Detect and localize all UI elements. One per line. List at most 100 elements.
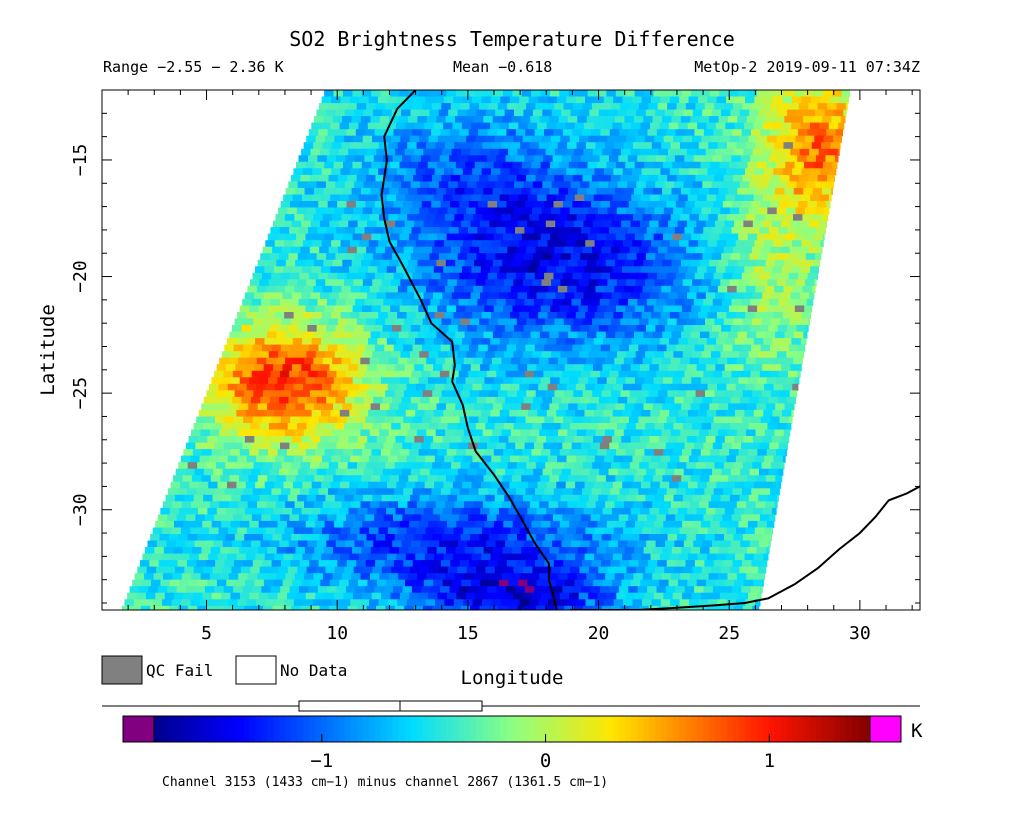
heatmap-cell bbox=[227, 455, 238, 463]
heatmap-cell bbox=[617, 253, 628, 261]
heatmap-cell bbox=[421, 370, 432, 378]
heatmap-cell bbox=[513, 494, 524, 502]
heatmap-cell bbox=[408, 331, 419, 339]
heatmap-cell bbox=[564, 507, 575, 515]
heatmap-cell bbox=[777, 396, 788, 404]
heatmap-cell bbox=[582, 390, 593, 398]
heatmap-cell bbox=[616, 592, 627, 600]
heatmap-cell bbox=[264, 481, 275, 489]
heatmap-cell bbox=[630, 364, 641, 372]
heatmap-cell bbox=[748, 279, 759, 287]
heatmap-cell bbox=[339, 266, 350, 274]
heatmap-cell bbox=[398, 501, 409, 509]
heatmap-cell bbox=[180, 455, 191, 463]
heatmap-cell bbox=[520, 573, 531, 581]
heatmap-cell bbox=[767, 207, 778, 215]
heatmap-cell bbox=[772, 338, 783, 346]
heatmap-cell bbox=[532, 135, 542, 143]
heatmap-cell bbox=[737, 331, 748, 339]
heatmap-cell bbox=[429, 181, 440, 189]
heatmap-cell bbox=[304, 475, 315, 483]
heatmap-cell bbox=[271, 272, 282, 280]
heatmap-cell bbox=[735, 96, 746, 104]
heatmap-cell bbox=[751, 103, 762, 111]
heatmap-cell bbox=[275, 599, 285, 607]
heatmap-cell bbox=[764, 527, 774, 535]
heatmap-cell bbox=[398, 331, 409, 339]
heatmap-cell bbox=[753, 579, 764, 587]
heatmap-cell bbox=[636, 468, 647, 476]
heatmap-cell bbox=[589, 109, 600, 117]
heatmap-cell bbox=[410, 396, 421, 404]
heatmap-cell bbox=[249, 377, 260, 385]
heatmap-cell bbox=[714, 174, 725, 182]
heatmap-cell bbox=[310, 364, 321, 372]
heatmap-cell bbox=[157, 514, 168, 522]
heatmap-cell bbox=[568, 403, 579, 411]
heatmap-cell bbox=[494, 351, 505, 359]
heatmap-cell bbox=[444, 285, 455, 293]
heatmap-cell bbox=[754, 312, 765, 320]
heatmap-cell bbox=[672, 377, 683, 385]
heatmap-cell bbox=[146, 566, 157, 574]
heatmap-cell bbox=[653, 161, 664, 169]
heatmap-cell bbox=[414, 194, 425, 202]
heatmap-cell bbox=[505, 514, 516, 522]
heatmap-cell bbox=[659, 266, 670, 274]
heatmap-cell bbox=[428, 207, 439, 215]
heatmap-cell bbox=[709, 187, 720, 195]
heatmap-cell bbox=[790, 220, 801, 228]
heatmap-cell bbox=[736, 429, 747, 437]
heatmap-cell bbox=[661, 285, 672, 293]
heatmap-cell bbox=[478, 344, 489, 352]
heatmap-cell bbox=[389, 547, 400, 555]
heatmap-cell bbox=[280, 272, 291, 280]
heatmap-cell bbox=[753, 338, 764, 346]
heatmap-cell bbox=[746, 187, 757, 195]
heatmap-cell bbox=[519, 168, 530, 176]
heatmap-cell bbox=[278, 566, 289, 574]
heatmap-cell bbox=[808, 318, 810, 326]
heatmap-cell bbox=[360, 501, 371, 509]
heatmap-cell bbox=[762, 436, 773, 444]
heatmap-cell bbox=[771, 507, 777, 515]
heatmap-cell bbox=[735, 455, 746, 463]
heatmap-cell bbox=[311, 338, 322, 346]
heatmap-cell bbox=[526, 318, 537, 326]
heatmap-cell bbox=[474, 233, 485, 241]
heatmap-cell bbox=[457, 109, 468, 117]
heatmap-cell bbox=[256, 357, 267, 365]
heatmap-cell bbox=[591, 201, 602, 209]
heatmap-cell bbox=[275, 357, 286, 365]
heatmap-cell bbox=[472, 312, 483, 320]
heatmap-cell bbox=[450, 344, 461, 352]
heatmap-cell bbox=[328, 318, 339, 326]
heatmap-cell bbox=[832, 161, 838, 169]
heatmap-cell bbox=[595, 429, 606, 437]
heatmap-cell bbox=[658, 390, 668, 398]
heatmap-cell bbox=[351, 501, 362, 509]
heatmap-cell bbox=[798, 174, 809, 182]
heatmap-cell bbox=[623, 455, 633, 463]
heatmap-cell bbox=[213, 396, 224, 404]
heatmap-cell bbox=[454, 357, 465, 365]
heatmap-cell bbox=[693, 325, 703, 333]
heatmap-cell bbox=[493, 449, 504, 457]
heatmap-cell bbox=[296, 161, 306, 169]
heatmap-cell bbox=[650, 266, 661, 274]
heatmap-cell bbox=[482, 214, 493, 222]
heatmap-cell bbox=[272, 390, 283, 398]
heatmap-cell bbox=[546, 338, 557, 346]
heatmap-cell bbox=[292, 579, 303, 587]
heatmap-cell bbox=[245, 338, 256, 346]
heatmap-cell bbox=[242, 586, 253, 594]
heatmap-cell bbox=[286, 403, 296, 411]
heatmap-cell bbox=[603, 409, 614, 417]
heatmap-cell bbox=[348, 436, 359, 444]
heatmap-cell bbox=[658, 364, 669, 372]
heatmap-cell bbox=[607, 135, 618, 143]
heatmap-cell bbox=[357, 220, 368, 228]
heatmap-cell bbox=[418, 161, 429, 169]
heatmap-cell bbox=[480, 507, 491, 515]
heatmap-cell bbox=[398, 259, 409, 267]
